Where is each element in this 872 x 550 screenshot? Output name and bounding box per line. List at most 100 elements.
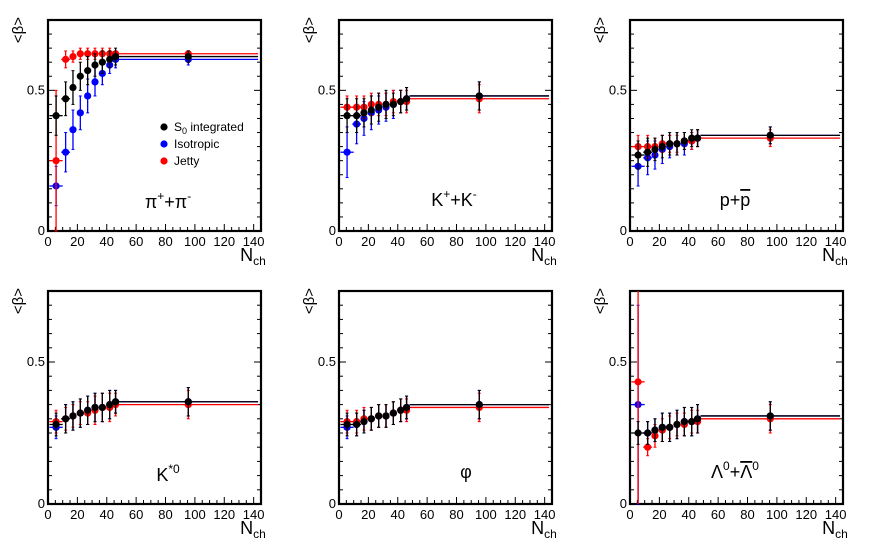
- data-point: [680, 137, 688, 145]
- data-point: [52, 112, 60, 120]
- data-point: [402, 95, 411, 103]
- particle-label: p+p: [720, 190, 751, 210]
- data-point: [680, 418, 688, 426]
- x-tick-label: 80: [740, 234, 754, 249]
- x-tick-label: 140: [243, 507, 265, 522]
- particle-label: π++π-: [145, 189, 191, 212]
- data-point: [666, 140, 674, 148]
- data-point: [91, 403, 99, 412]
- data-point: [91, 78, 99, 86]
- x-tick-label: 20: [652, 507, 666, 522]
- x-tick-label: 120: [213, 507, 235, 522]
- data-point: [389, 100, 397, 108]
- data-point: [91, 61, 99, 69]
- data-point: [343, 420, 351, 429]
- x-tick-label: 60: [420, 234, 434, 249]
- x-tick-label: 20: [652, 234, 666, 249]
- particle-label: K*0: [156, 462, 180, 485]
- x-tick-label: 20: [361, 234, 375, 249]
- data-point: [62, 415, 70, 423]
- data-point: [84, 406, 92, 414]
- x-tick-label: 20: [70, 234, 84, 249]
- x-tick-label: 60: [711, 234, 725, 249]
- data-point: [84, 50, 92, 58]
- y-tick-label: 0.5: [609, 354, 627, 369]
- data-point: [766, 412, 774, 420]
- data-point: [693, 134, 702, 142]
- data-point: [76, 50, 84, 58]
- y-axis-label: <β>: [10, 288, 27, 314]
- data-point: [634, 378, 642, 386]
- data-point: [693, 415, 702, 423]
- data-point: [382, 100, 390, 108]
- x-tick-label: 0: [44, 507, 51, 522]
- x-tick-label: 0: [335, 234, 342, 249]
- data-point: [475, 92, 483, 100]
- x-axis-label: Nch: [822, 518, 848, 541]
- panel-6: 0 20 40 60 80 100 120 140 0.5 0 <β> Nch Λ0+Λ0: [592, 288, 848, 541]
- series-s0-integrated: [631, 401, 841, 445]
- y-tick-label: 0.5: [27, 354, 45, 369]
- panel-1: 0 20 40 60 80 100 120 140 0.5 0 <β> Nch S0 integrate…: [10, 17, 266, 268]
- y-axis-label: <β>: [592, 288, 609, 314]
- data-point: [76, 72, 84, 80]
- x-axis-label: Nch: [240, 245, 266, 268]
- data-point: [360, 109, 368, 117]
- data-point: [62, 95, 70, 103]
- x-tick-label: 100: [475, 234, 497, 249]
- series-s0-integrated: [340, 389, 550, 437]
- data-point: [343, 112, 351, 120]
- data-point: [343, 148, 351, 156]
- x-tick-label: 20: [70, 507, 84, 522]
- plot-frame: [337, 18, 554, 233]
- x-axis-label: Nch: [240, 518, 266, 541]
- data-point: [397, 406, 405, 414]
- x-tick-label: 40: [391, 234, 405, 249]
- x-tick-label: 0: [44, 234, 51, 249]
- x-axis-label: Nch: [531, 518, 557, 541]
- legend-marker: [160, 157, 168, 165]
- data-point: [69, 126, 77, 134]
- data-point: [673, 420, 681, 429]
- x-tick-label: 60: [711, 507, 725, 522]
- x-tick-label: 100: [475, 507, 497, 522]
- y-tick-label-zero: 0: [38, 223, 45, 238]
- series-s0-integrated: [631, 126, 841, 170]
- x-tick-label: 20: [361, 507, 375, 522]
- data-point: [353, 112, 361, 120]
- data-point: [353, 420, 361, 429]
- data-point: [69, 83, 77, 92]
- data-point: [52, 157, 60, 165]
- data-point: [375, 103, 383, 111]
- x-tick-label: 120: [504, 234, 526, 249]
- x-tick-label: 120: [504, 507, 526, 522]
- series-s0-integrated: [49, 47, 259, 136]
- data-point: [666, 423, 674, 431]
- y-tick-label-zero: 0: [620, 223, 627, 238]
- panel-2: 0 20 40 60 80 100 120 140 0.5 0 <β> Nch K++K-: [301, 17, 557, 268]
- x-tick-label: 80: [158, 234, 172, 249]
- plot-frame: [628, 18, 845, 233]
- particle-label: Λ0+Λ0: [711, 459, 759, 482]
- x-tick-label: 60: [129, 507, 143, 522]
- data-point: [375, 412, 383, 420]
- y-tick-label: 0.5: [318, 82, 336, 97]
- data-point: [367, 415, 375, 423]
- plot-frame: [337, 289, 554, 506]
- x-axis-label: Nch: [531, 245, 557, 268]
- panel-4: 0 20 40 60 80 100 120 140 0.5 0 <β> Nch K*0: [10, 288, 266, 541]
- x-tick-label: 140: [534, 507, 556, 522]
- x-tick-label: 140: [825, 507, 847, 522]
- data-point: [98, 403, 106, 412]
- data-point: [475, 401, 483, 409]
- data-point: [184, 398, 192, 406]
- data-point: [402, 403, 411, 412]
- data-point: [766, 131, 774, 139]
- panel-3: 0 20 40 60 80 100 120 140 0.5 0 <β> Nch p+p: [592, 17, 848, 268]
- data-point: [644, 443, 652, 451]
- data-point: [98, 58, 106, 66]
- data-point: [69, 52, 77, 61]
- x-axis-label: Nch: [822, 245, 848, 268]
- data-point: [360, 418, 368, 426]
